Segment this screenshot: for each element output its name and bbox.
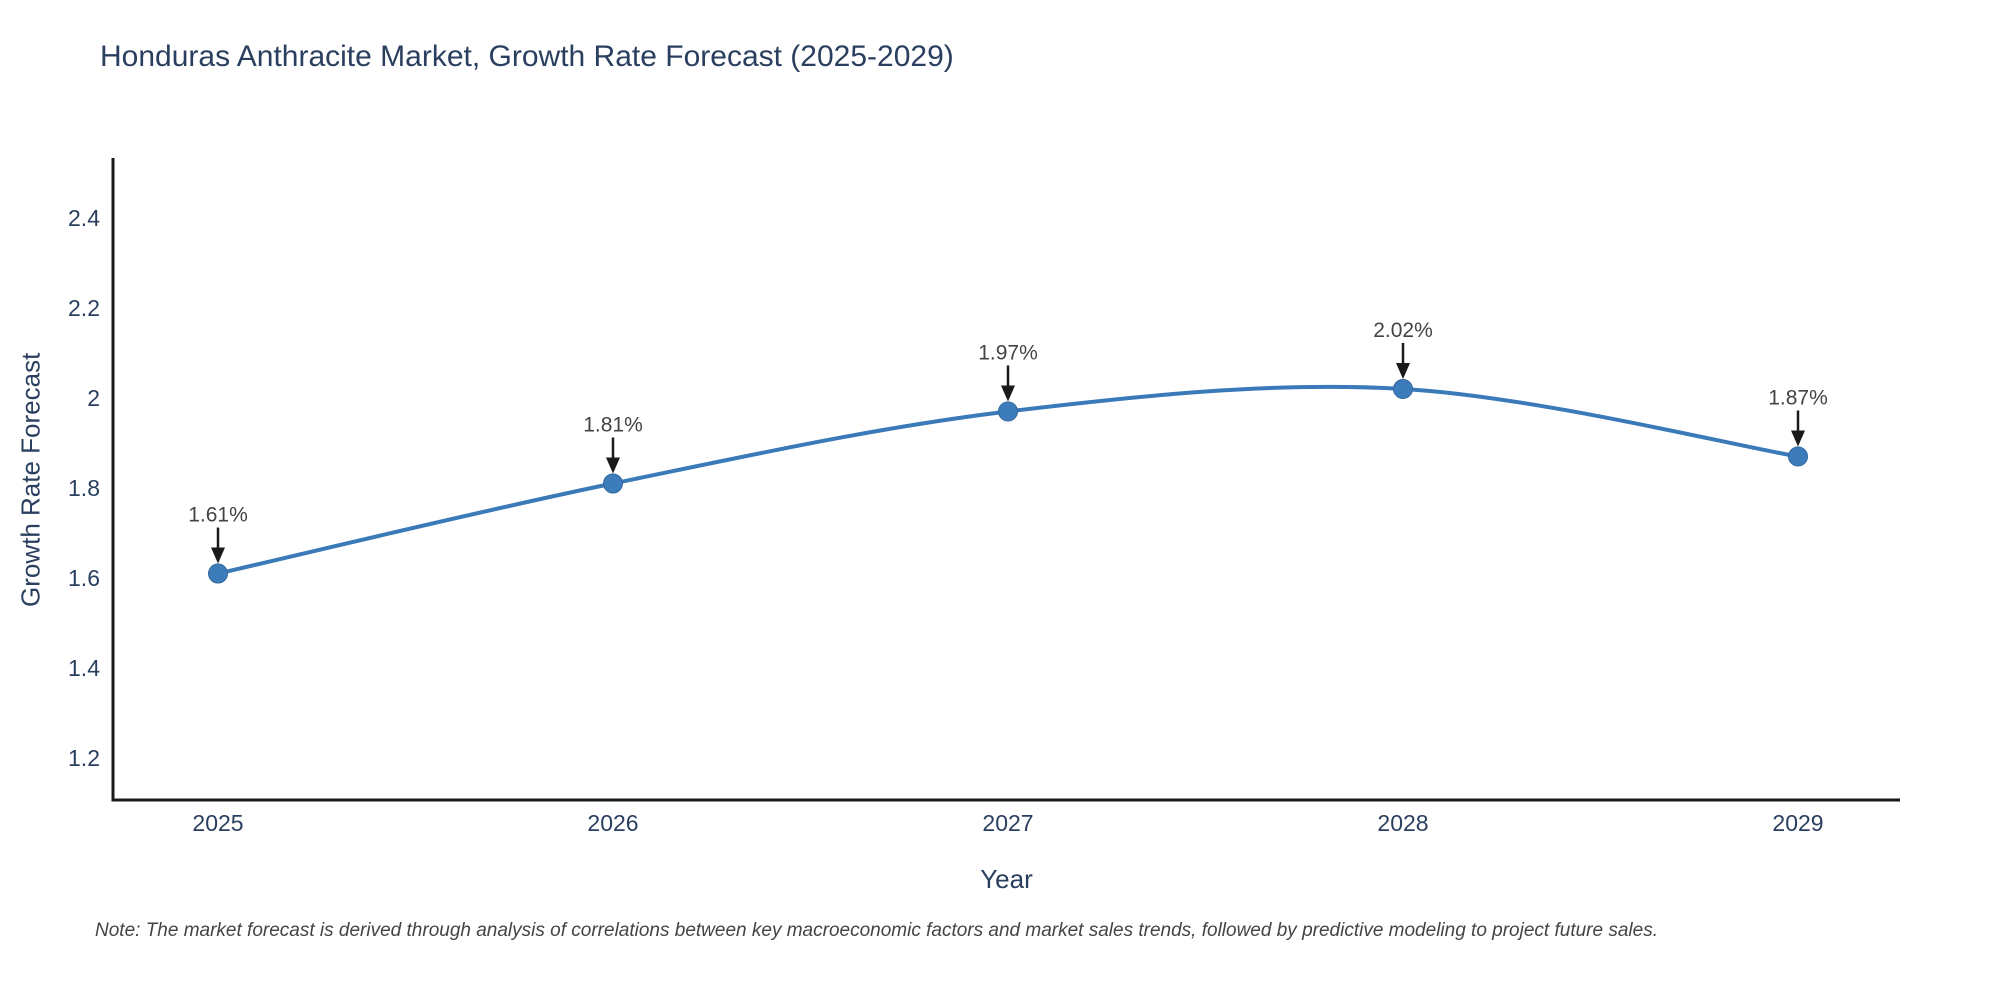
- x-axis-title: Year: [980, 864, 1033, 894]
- x-tick-label: 2025: [192, 810, 243, 836]
- y-tick-label: 2.2: [68, 295, 100, 321]
- y-tick-label: 1.6: [68, 565, 100, 591]
- data-point-marker[interactable]: [208, 563, 228, 584]
- chart-title: Honduras Anthracite Market, Growth Rate …: [100, 40, 954, 73]
- y-tick-label: 1.2: [68, 745, 100, 771]
- annotation-arrowhead-icon: [1791, 430, 1805, 447]
- data-point-value-label: 2.02%: [1373, 319, 1433, 342]
- annotation-arrowhead-icon: [211, 547, 225, 564]
- data-point-value-label: 1.87%: [1768, 386, 1828, 409]
- data-point-marker[interactable]: [603, 473, 623, 494]
- x-tick-label: 2027: [982, 810, 1033, 836]
- x-tick-label: 2028: [1377, 810, 1428, 836]
- data-point-marker[interactable]: [998, 401, 1018, 422]
- chart-note: Note: The market forecast is derived thr…: [95, 920, 1658, 941]
- data-point-value-label: 1.81%: [583, 414, 643, 437]
- annotation-arrowhead-icon: [1396, 362, 1410, 379]
- annotation-arrowhead-icon: [1001, 385, 1015, 402]
- y-tick-label: 2.4: [68, 205, 100, 231]
- y-tick-label: 2: [87, 385, 100, 411]
- x-tick-label: 2026: [587, 810, 638, 836]
- y-tick-label: 1.8: [68, 475, 100, 501]
- y-axis-title: Growth Rate Forecast: [15, 352, 46, 608]
- data-point-marker[interactable]: [1393, 378, 1413, 399]
- data-point-value-label: 1.97%: [978, 341, 1038, 364]
- annotation-arrowhead-icon: [606, 457, 620, 474]
- data-point-value-label: 1.61%: [188, 504, 248, 527]
- data-point-marker[interactable]: [1788, 446, 1808, 467]
- x-tick-label: 2029: [1772, 810, 1823, 836]
- y-tick-label: 1.4: [68, 655, 100, 681]
